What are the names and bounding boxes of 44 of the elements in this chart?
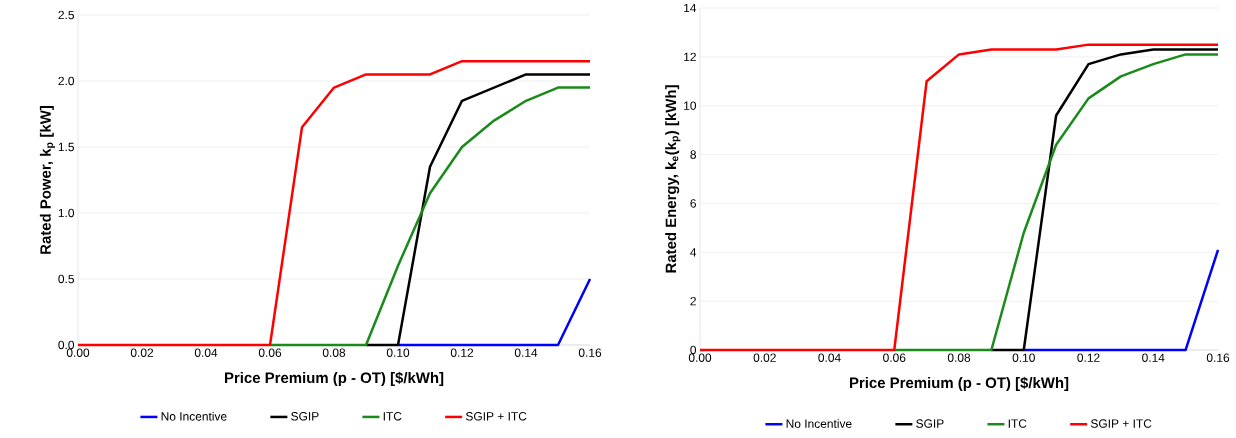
legend-label: SGIP [291,412,319,421]
y-tick-label: 0.0 [58,340,75,350]
x-axis-title: Price Premium (p - OT) [$/kWh] [224,371,444,386]
x-tick-label: 0.12 [450,348,474,357]
x-tick-label: 0.00 [66,348,90,357]
y-tick-label: 1.0 [58,208,75,218]
x-tick-label: 0.04 [194,348,218,357]
x-tick-label: 0.00 [688,353,712,362]
x-tick-label: 0.14 [514,348,538,357]
x-tick-label: 0.04 [818,353,841,362]
legend-label: No Incentive [786,419,852,428]
legend-label: SGIP + ITC [465,412,527,421]
x-tick-label: 0.10 [1012,353,1035,362]
y-axis-title: Rated Energy, k$_{e}$(k$_{p}$) [kWh] [665,85,681,273]
x-tick-label: 0.06 [258,348,282,357]
legend-label: ITC [383,412,402,421]
x-axis-title: Price Premium (p - OT) [$/kWh] [849,376,1069,391]
y-tick-label: 4 [690,248,697,257]
x-tick-label: 0.16 [1206,353,1230,362]
legend-label: SGIP [916,419,944,428]
legend-label: SGIP + ITC [1090,419,1152,428]
y-tick-label: 2.5 [58,10,74,20]
y-tick-label: 6 [690,199,696,208]
x-tick-label: 0.08 [947,353,971,362]
y-axis-title: Rated Power, k$_{p}$ [kW] [39,105,56,254]
x-tick-label: 0.02 [130,348,154,357]
x-tick-label: 0.14 [1142,353,1165,362]
x-tick-label: 0.06 [883,353,906,362]
y-tick-label: 2.0 [58,76,75,86]
x-tick-label: 0.08 [322,348,346,357]
legend-label: ITC [1008,419,1027,428]
x-tick-label: 0.16 [578,348,602,357]
y-tick-label: 1.5 [58,142,74,152]
y-tick-label: 0 [690,345,697,355]
y-tick-label: 0.5 [58,274,74,284]
y-tick-label: 12 [684,52,696,62]
x-tick-label: 0.12 [1077,353,1100,362]
y-tick-label: 8 [690,150,696,159]
y-tick-label: 2 [690,296,696,306]
y-tick-label: 14 [684,3,697,13]
x-tick-label: 0.02 [753,353,776,362]
legend-label: No Incentive [161,411,227,421]
x-tick-label: 0.10 [386,348,410,357]
y-tick-label: 10 [684,101,697,110]
